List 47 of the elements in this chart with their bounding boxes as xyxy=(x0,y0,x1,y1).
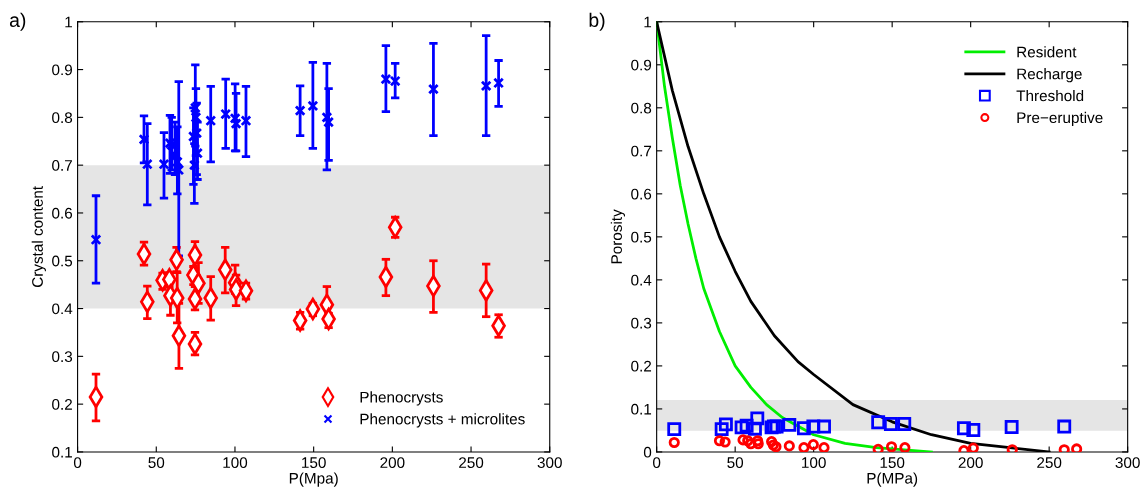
y-tick-label: 0.3 xyxy=(631,317,652,329)
legend-label: Recharge xyxy=(1017,68,1082,83)
y-tick-label: 0.6 xyxy=(52,207,73,219)
text: b) xyxy=(589,12,605,31)
x-tick-label: 150 xyxy=(880,457,905,469)
x-tick-label: 200 xyxy=(380,457,405,469)
y-tick-label: 0 xyxy=(643,446,652,458)
x-tick-label: 0 xyxy=(653,457,661,469)
x-axis-title: P(MPa) xyxy=(867,472,918,487)
x-tick-label: 100 xyxy=(802,457,826,469)
x-tick-label: 50 xyxy=(148,457,165,469)
y-tick-label: 0.3 xyxy=(52,351,73,363)
y-tick-label: 0.5 xyxy=(52,255,73,267)
y-tick-label: 1 xyxy=(65,16,72,28)
legend-label: Phenocrysts + microlites xyxy=(360,413,525,428)
x-axis-title: P(Mpa) xyxy=(289,472,338,487)
y-tick-label: 0.8 xyxy=(631,102,652,114)
y-tick-label: 0.4 xyxy=(631,274,652,286)
y-tick-label: 0.6 xyxy=(631,188,652,200)
x-tick-label: 250 xyxy=(459,457,484,469)
x-tick-label: 0 xyxy=(73,457,82,469)
y-tick-label: 0.4 xyxy=(52,303,73,315)
legend-label: Phenocrysts xyxy=(360,391,443,406)
y-axis-title: Porosity xyxy=(610,209,626,264)
y-tick-label: 0.2 xyxy=(52,399,72,410)
y-tick-label: 0.7 xyxy=(52,160,72,171)
y-tick-label: 0.9 xyxy=(631,59,652,71)
y-tick-label: 0.7 xyxy=(631,145,652,157)
legend-label: Resident xyxy=(1017,46,1077,58)
y-tick-label: 0.8 xyxy=(52,112,73,124)
legend-label: Threshold xyxy=(1016,89,1084,102)
y-tick-label: 0.2 xyxy=(631,360,652,372)
legend-label: Pre−eruptive xyxy=(1017,111,1103,127)
x-tick-label: 200 xyxy=(958,457,983,469)
y-tick-label: 1 xyxy=(644,16,652,28)
x-tick-label: 300 xyxy=(1115,457,1140,469)
x-tick-label: 150 xyxy=(302,457,326,469)
y-tick-label: 0.9 xyxy=(52,64,72,76)
y-tick-label: 0.1 xyxy=(52,446,72,458)
text: a) xyxy=(9,12,26,31)
y-axis-title: Crystal content xyxy=(31,186,46,288)
x-tick-label: 100 xyxy=(223,457,248,469)
y-tick-label: 0.5 xyxy=(631,231,652,243)
x-tick-label: 300 xyxy=(537,457,562,469)
x-tick-label: 50 xyxy=(727,457,744,469)
y-tick-label: 0.1 xyxy=(631,403,652,415)
x-tick-label: 250 xyxy=(1037,457,1062,469)
